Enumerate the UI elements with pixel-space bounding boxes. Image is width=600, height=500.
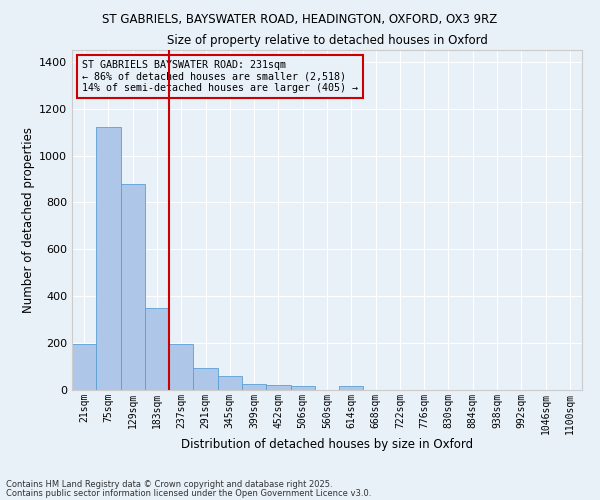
- Bar: [218, 376, 242, 390]
- Y-axis label: Number of detached properties: Number of detached properties: [22, 127, 35, 313]
- X-axis label: Distribution of detached houses by size in Oxford: Distribution of detached houses by size …: [181, 438, 473, 451]
- Bar: [339, 386, 364, 390]
- Bar: [72, 344, 96, 390]
- Text: ST GABRIELS BAYSWATER ROAD: 231sqm
← 86% of detached houses are smaller (2,518)
: ST GABRIELS BAYSWATER ROAD: 231sqm ← 86%…: [82, 60, 358, 94]
- Bar: [290, 386, 315, 390]
- Text: Contains HM Land Registry data © Crown copyright and database right 2025.: Contains HM Land Registry data © Crown c…: [6, 480, 332, 489]
- Bar: [242, 384, 266, 390]
- Bar: [193, 368, 218, 390]
- Bar: [266, 385, 290, 390]
- Bar: [96, 128, 121, 390]
- Title: Size of property relative to detached houses in Oxford: Size of property relative to detached ho…: [167, 34, 487, 48]
- Text: Contains public sector information licensed under the Open Government Licence v3: Contains public sector information licen…: [6, 488, 371, 498]
- Bar: [145, 308, 169, 390]
- Bar: [121, 184, 145, 390]
- Bar: [169, 344, 193, 390]
- Text: ST GABRIELS, BAYSWATER ROAD, HEADINGTON, OXFORD, OX3 9RZ: ST GABRIELS, BAYSWATER ROAD, HEADINGTON,…: [103, 12, 497, 26]
